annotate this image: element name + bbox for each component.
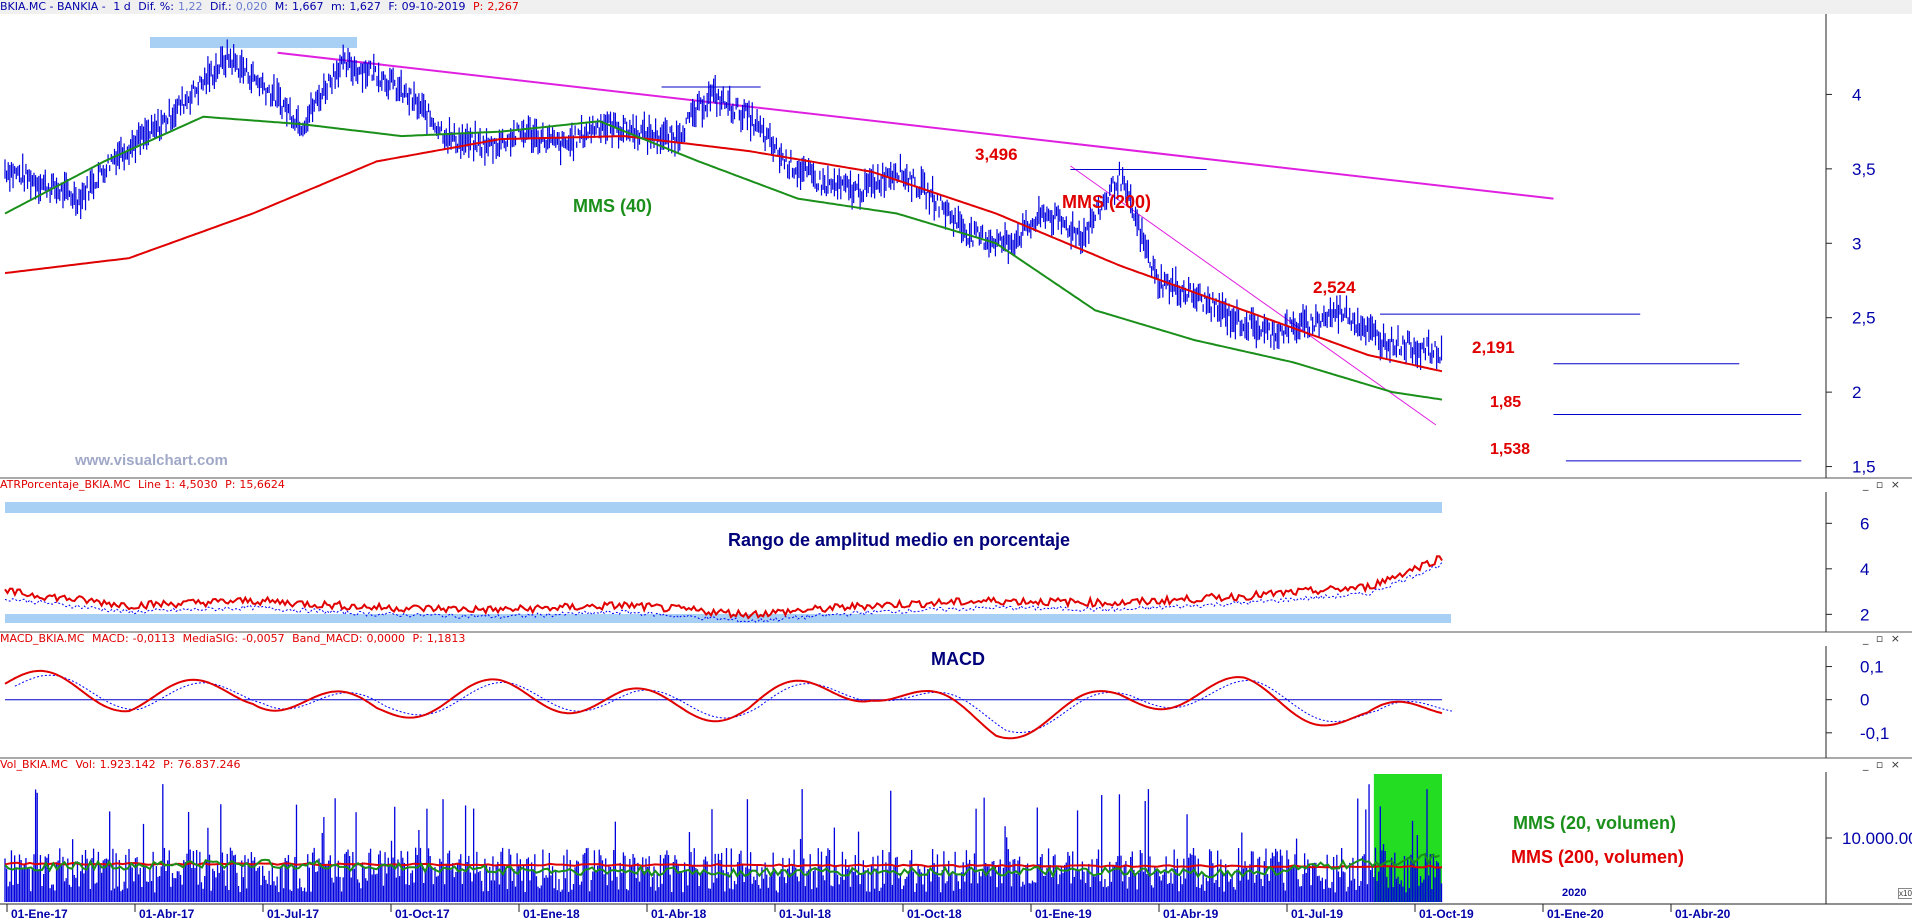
x-tick-label: 01-Ene-19	[1035, 907, 1092, 921]
y-tick-label: 2	[1860, 605, 1869, 624]
y-tick-label: 3,5	[1852, 160, 1876, 179]
price-symbol: BKIA.MC - BANKIA -	[0, 0, 106, 13]
x-tick-label: 01-Jul-19	[1291, 907, 1343, 921]
atr-line-value: 4,5030	[179, 478, 218, 491]
resistance-band	[150, 37, 357, 48]
macd-header: MACD_BKIA.MC MACD: -0,0113 MediaSIG: -0,00…	[0, 632, 469, 646]
y-tick-label: 4	[1860, 560, 1869, 579]
vol-label: Vol:	[75, 758, 96, 771]
price-period: 1 d	[113, 0, 131, 13]
atr-header-bg	[0, 478, 1912, 492]
level-label-3496: 3,496	[975, 145, 1018, 164]
level-label-185: 1,85	[1490, 394, 1522, 411]
y-tick-label: 0,1	[1860, 658, 1884, 677]
price-min-label: m:	[330, 0, 346, 13]
label-mms40: MMS (40)	[573, 196, 653, 216]
macd-sig-value: -0,0057	[242, 632, 285, 645]
watermark: www.visualchart.com	[75, 452, 228, 469]
x-tick-label: 01-Abr-17	[139, 907, 195, 921]
y-tick-label: 1,5	[1852, 458, 1876, 477]
x-tick-label: 01-Ene-18	[523, 907, 580, 921]
vol-window-controls[interactable]: _ ▫ ×	[1862, 758, 1902, 771]
macd-window-controls[interactable]: _ ▫ ×	[1862, 632, 1902, 645]
atr-p-value: 15,6624	[239, 478, 285, 491]
atr-signal-line	[4, 561, 1443, 624]
title-bar	[0, 0, 1912, 14]
x-tick-label: 01-Ene-17	[11, 907, 68, 921]
scale-note: x10	[1898, 888, 1912, 899]
macd-line	[4, 669, 1443, 740]
vol-p-label: P:	[163, 758, 174, 771]
x-tick-label: 01-Jul-17	[267, 907, 319, 921]
y-tick-label: -0,1	[1860, 724, 1889, 743]
atr-band-top	[5, 502, 1442, 513]
price-max-label: M:	[274, 0, 288, 13]
macd-value: -0,0113	[132, 632, 176, 645]
y-tick-label: 4	[1852, 85, 1861, 104]
x-tick-label: 01-Oct-17	[395, 907, 450, 921]
label-mms200: MMS (200)	[1062, 192, 1152, 212]
x-tick-label: 01-Jul-18	[779, 907, 831, 921]
y-tick-label: 3	[1852, 234, 1861, 253]
x-tick-label: 01-Oct-18	[907, 907, 962, 921]
macd-name: MACD_BKIA.MC	[0, 632, 85, 645]
macd-band-label: Band_MACD:	[292, 632, 363, 645]
macd-label: MACD:	[91, 632, 129, 645]
price-date-label: F:	[388, 0, 398, 13]
atr-header: ATRPorcentaje_BKIA.MC Line 1: 4,5030 P: 15…	[0, 478, 289, 492]
atr-p-label: P:	[225, 478, 236, 491]
vol-header: Vol_BKIA.MC Vol: 1.923.142 P: 76.837.246	[0, 758, 244, 772]
atr-band-bottom	[5, 614, 1451, 623]
atr-title: Rango de amplitud medio en porcentaje	[728, 530, 1071, 550]
price-max: 1,667	[291, 0, 324, 13]
price-dif-label: Dif.:	[209, 0, 232, 13]
y-tick-label: 2	[1852, 383, 1861, 402]
price-close-label: P:	[473, 0, 484, 13]
macd-sig-label: MediaSIG:	[182, 632, 239, 645]
macd-p-label: P:	[412, 632, 423, 645]
vol-value: 1.923.142	[99, 758, 156, 771]
y-tick-label: 6	[1860, 514, 1869, 533]
x-tick-label: 01-Abr-20	[1675, 907, 1731, 921]
mms40-line	[4, 115, 1443, 401]
macd-signal-line	[14, 674, 1452, 733]
y-tick-label: 2,5	[1852, 309, 1876, 328]
y-tick-label: 10.000.000	[1842, 829, 1912, 848]
macd-band-value: 0,0000	[366, 632, 406, 645]
y-tick-label: 0	[1860, 691, 1869, 710]
price-dif-pct: 1,22	[177, 0, 203, 13]
atr-window-controls[interactable]: _ ▫ ×	[1862, 478, 1902, 491]
mms200-line	[4, 135, 1443, 373]
year-label-2020: 2020	[1562, 887, 1587, 899]
vol-legend-mms20: MMS (20, volumen)	[1513, 813, 1677, 833]
vol-p-value: 76.837.246	[177, 758, 241, 771]
macd-title: MACD	[931, 649, 985, 669]
x-tick-label: 01-Ene-20	[1547, 907, 1604, 921]
price-date: 09-10-2019	[401, 0, 466, 13]
vol-legend-mms200: MMS (200, volumen)	[1511, 847, 1685, 867]
atr-line-label: Line 1:	[137, 478, 176, 491]
price-close: 2,267	[487, 0, 519, 13]
level-label-2191: 2,191	[1472, 338, 1515, 357]
price-min: 1,627	[349, 0, 381, 13]
x-tick-label: 01-Oct-19	[1419, 907, 1474, 921]
level-label-1538: 1,538	[1490, 441, 1531, 458]
price-dif-pct-label: Dif. %:	[138, 0, 174, 13]
long-trendline	[277, 51, 1554, 200]
price-dif: 0,020	[235, 0, 268, 13]
atr-name: ATRPorcentaje_BKIA.MC	[0, 478, 131, 491]
atr-line	[4, 555, 1443, 620]
level-label-2524: 2,524	[1313, 278, 1356, 297]
vol-mms20-line	[4, 852, 1440, 879]
x-tick-label: 01-Abr-19	[1163, 907, 1219, 921]
macd-p-value: 1,1813	[426, 632, 466, 645]
vol-name: Vol_BKIA.MC	[0, 758, 68, 771]
price-header: BKIA.MC - BANKIA - 1 d Dif. %: 1,22 Dif.:…	[0, 0, 523, 14]
x-tick-label: 01-Abr-18	[651, 907, 707, 921]
